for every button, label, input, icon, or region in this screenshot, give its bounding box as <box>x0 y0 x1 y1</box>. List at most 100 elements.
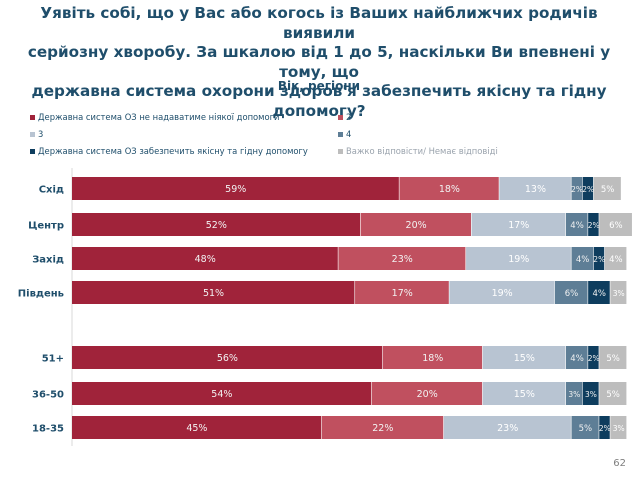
data-label: 3% <box>585 390 597 399</box>
data-label: 17% <box>508 220 529 231</box>
data-label: 18% <box>439 184 460 195</box>
data-label: 3% <box>613 289 625 298</box>
bar-segment <box>599 346 627 369</box>
legend-swatch-3 <box>30 131 35 137</box>
data-label: 45% <box>186 423 207 434</box>
legend-label-6: Важко відповісти/ Немає відповіді <box>346 146 498 156</box>
data-label: 6% <box>565 289 579 299</box>
data-label: 48% <box>195 254 216 265</box>
bar-segment <box>554 281 588 304</box>
bar-segment <box>604 247 627 270</box>
data-label: 5% <box>601 185 615 195</box>
bar-segment <box>449 281 555 304</box>
category-label: Центр <box>28 221 64 232</box>
category-label: 51+ <box>42 354 64 365</box>
bar-segment <box>499 177 571 200</box>
bar-segment <box>593 177 621 200</box>
data-label: 17% <box>392 288 413 299</box>
legend-swatch-5 <box>30 148 35 154</box>
bar-segment <box>571 177 582 200</box>
legend-item-6: Важко відповісти/ Немає відповіді <box>338 146 498 156</box>
bar-segment <box>610 416 627 439</box>
legend-item-5: Державна система ОЗ забезпечить якісну т… <box>30 146 308 156</box>
data-label: 23% <box>392 254 413 265</box>
bar-segment <box>482 382 566 405</box>
bar-segment <box>599 213 632 236</box>
chart-subtitle: Вік, регіони <box>277 79 361 93</box>
bar-segment <box>72 281 355 304</box>
data-label: 3% <box>613 424 625 433</box>
bar-segment <box>371 382 483 405</box>
bar-segment <box>360 213 471 236</box>
bar-segment <box>582 177 594 200</box>
data-label: 59% <box>225 184 246 195</box>
bar-segment <box>565 346 588 369</box>
legend-label-4: 4 <box>346 129 352 139</box>
bar-segment <box>72 382 372 405</box>
bar-segment <box>588 213 599 236</box>
legend-swatch-1 <box>30 114 35 120</box>
data-label: 4% <box>570 354 584 364</box>
legend-item-2: 2 <box>338 112 351 122</box>
bar-segment <box>72 213 360 236</box>
data-label: 19% <box>492 288 513 299</box>
bar-segment <box>565 213 588 236</box>
data-label: 20% <box>417 389 438 400</box>
legend-label-2: 2 <box>346 112 352 122</box>
bar-segment <box>72 346 383 369</box>
chart-title: Уявіть собі, що у Вас або когось із Ваши… <box>6 4 632 121</box>
bar-segment <box>588 281 610 304</box>
legend-item-4: 4 <box>338 129 351 139</box>
data-label: 2% <box>593 255 605 264</box>
bar-segment <box>571 247 594 270</box>
bar-segment <box>482 346 566 369</box>
data-label: 22% <box>372 423 393 434</box>
bar-segment <box>338 247 466 270</box>
page-number: 62 <box>613 458 626 469</box>
data-label: 4% <box>570 221 584 231</box>
category-label: Захід <box>32 255 64 266</box>
data-label: 18% <box>422 353 443 364</box>
bar-segment <box>466 247 571 270</box>
data-label: 15% <box>514 389 535 400</box>
bar-segment <box>471 213 566 236</box>
legend: Державна система ОЗ не надаватиме ніякої… <box>0 0 638 160</box>
bar-segment <box>599 416 610 439</box>
bar-segment <box>382 346 483 369</box>
legend-label-1: Державна система ОЗ не надаватиме ніякої… <box>38 112 280 122</box>
bar-segment <box>399 177 499 200</box>
data-label: 19% <box>508 254 529 265</box>
bar-segment <box>599 382 627 405</box>
data-label: 2% <box>571 185 583 194</box>
bar-segment <box>588 346 599 369</box>
data-label: 54% <box>211 389 232 400</box>
legend-item-1: Державна система ОЗ не надаватиме ніякої… <box>30 112 279 122</box>
category-label: 18-35 <box>32 424 64 435</box>
data-label: 15% <box>514 353 535 364</box>
legend-swatch-2 <box>338 114 343 120</box>
data-label: 2% <box>588 354 600 363</box>
data-label: 2% <box>582 185 594 194</box>
bar-segment <box>72 247 338 270</box>
title-line-2: серйозну хворобу. За шкалою від 1 до 5, … <box>27 43 611 81</box>
category-label: 36-50 <box>32 390 64 401</box>
legend-label-5: Державна система ОЗ забезпечить якісну т… <box>38 146 308 156</box>
bar-segment <box>72 177 399 200</box>
data-label: 23% <box>497 423 518 434</box>
data-label: 13% <box>525 184 546 195</box>
data-label: 3% <box>568 390 580 399</box>
bar-segment <box>593 247 605 270</box>
bar-segment <box>443 416 571 439</box>
legend-label-3: 3 <box>38 129 44 139</box>
data-label: 51% <box>203 288 224 299</box>
data-label: 4% <box>609 255 623 265</box>
data-label: 2% <box>588 221 600 230</box>
data-label: 56% <box>217 353 238 364</box>
bar-segment <box>582 382 599 405</box>
bar-segment <box>355 281 449 304</box>
legend-swatch-4 <box>338 131 343 137</box>
title-line-1: Уявіть собі, що у Вас або когось із Ваши… <box>40 4 598 42</box>
data-label: 4% <box>593 289 607 299</box>
category-label: Схід <box>39 185 64 196</box>
